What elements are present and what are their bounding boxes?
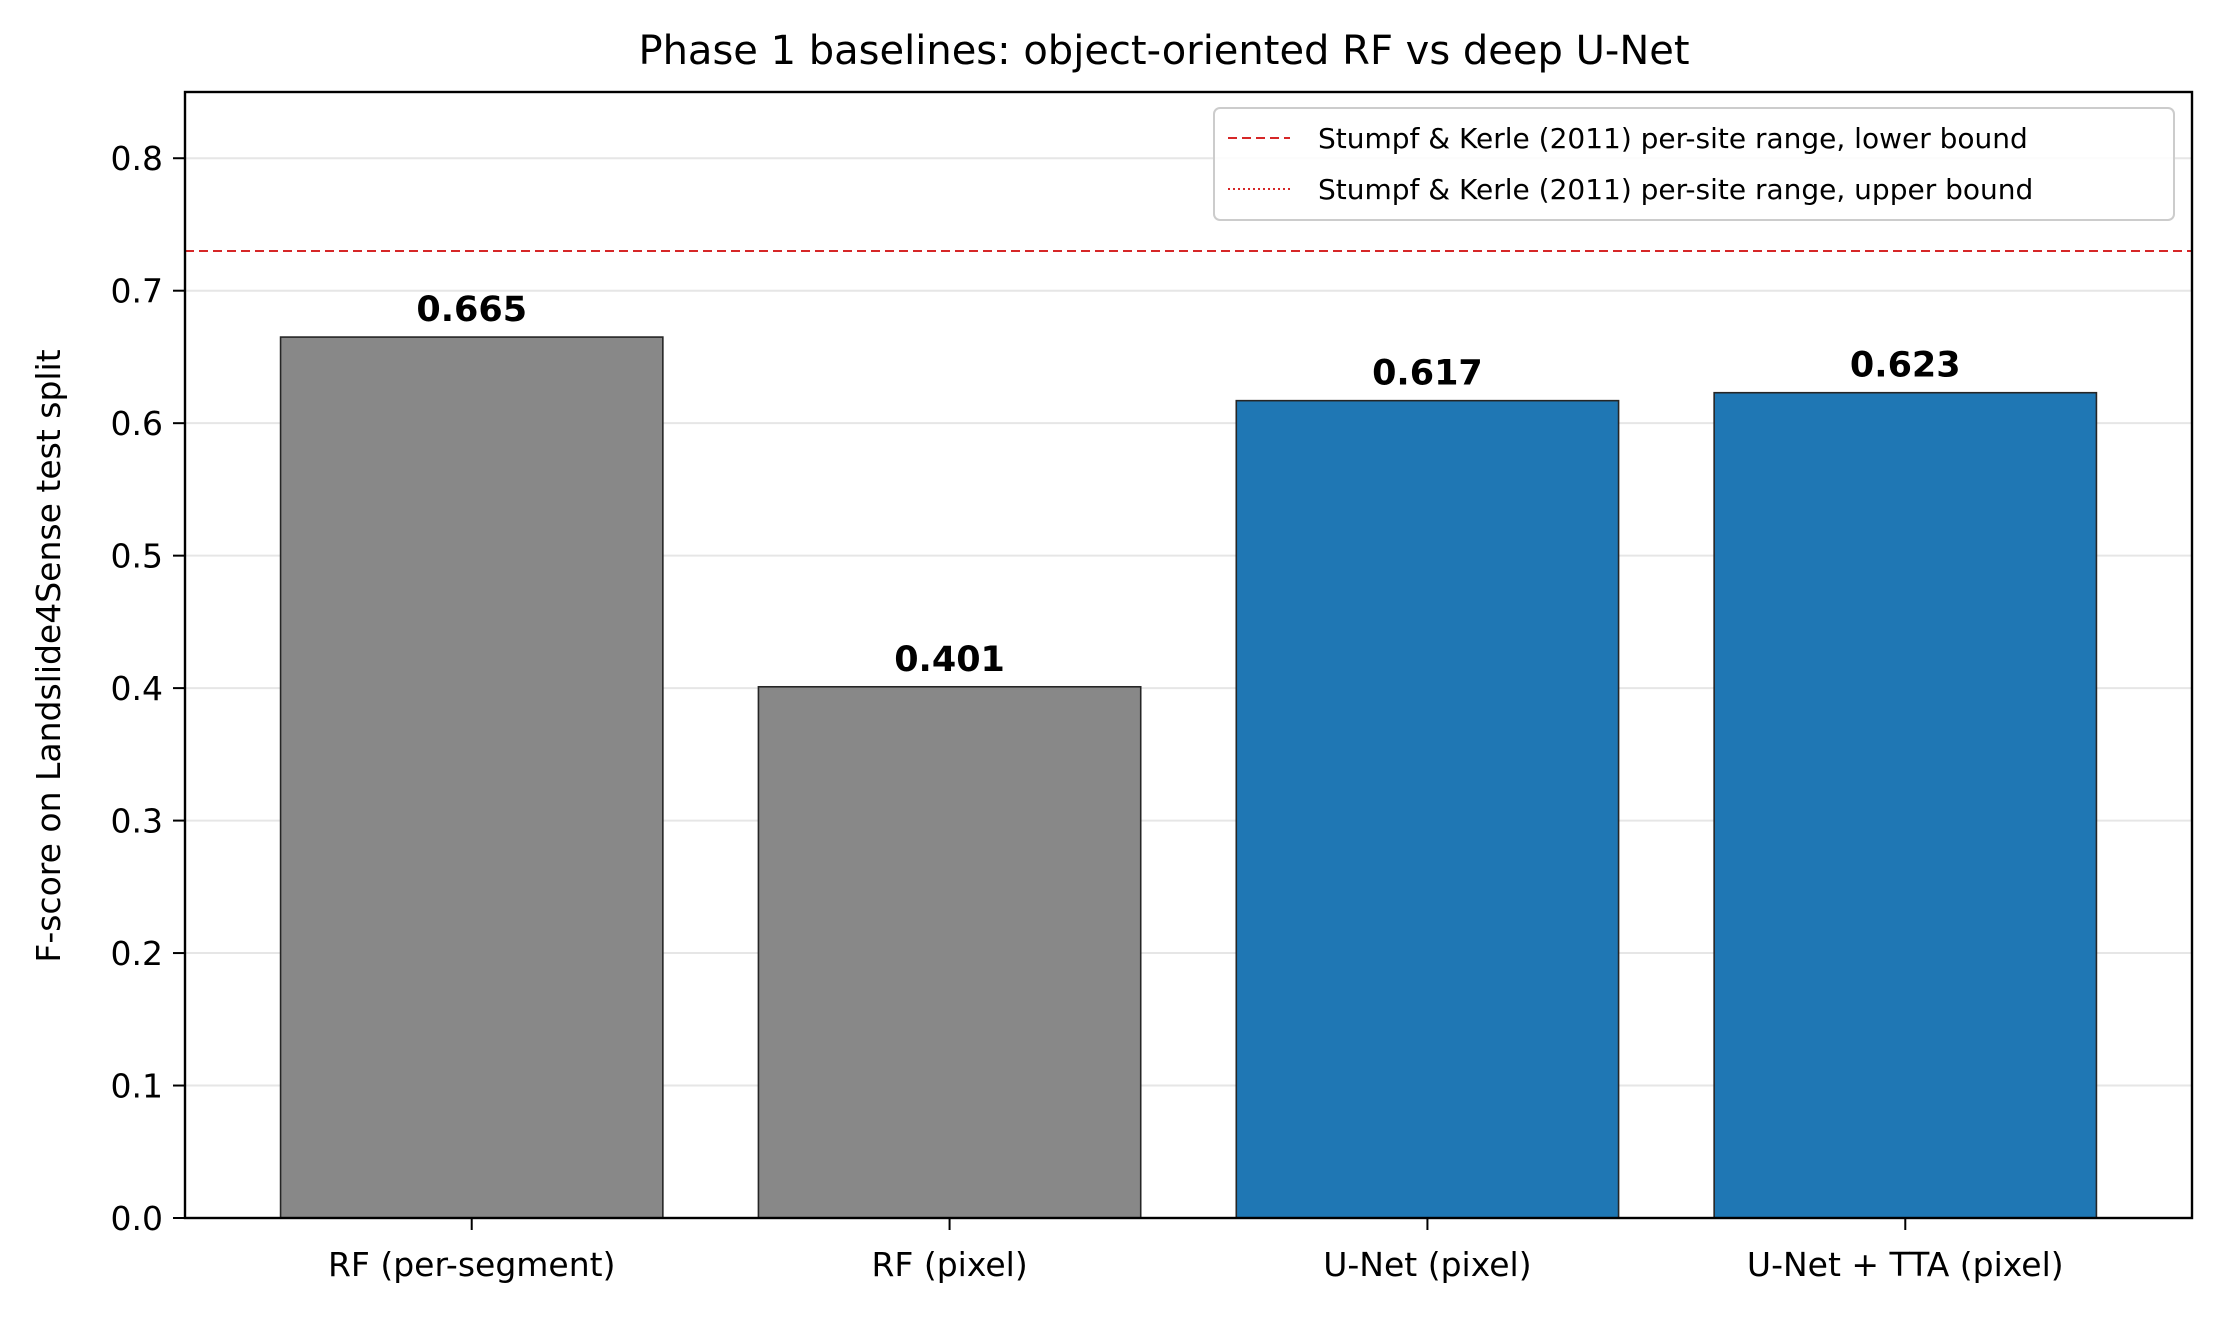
legend-label: Stumpf & Kerle (2011) per-site range, lo…	[1318, 122, 2028, 155]
bar-value-label: 0.401	[894, 640, 1005, 680]
legend: Stumpf & Kerle (2011) per-site range, lo…	[1213, 107, 2175, 221]
y-tick-label: 0.7	[111, 272, 163, 311]
plot-frame	[183, 90, 2194, 1220]
x-tick-label: RF (pixel)	[871, 1245, 1027, 1284]
bar	[1713, 391, 2098, 1219]
y-tick-label: 0.5	[111, 537, 163, 576]
y-tick-label: 0.1	[111, 1067, 163, 1106]
bar	[1235, 399, 1620, 1219]
y-axis-title: F-score on Landslide4Sense test split	[29, 349, 68, 962]
bar-value-label: 0.665	[416, 290, 527, 330]
y-tick-label: 0.8	[111, 139, 163, 178]
y-tick-label: 0.6	[111, 404, 163, 443]
x-tick-label: U-Net + TTA (pixel)	[1747, 1245, 2064, 1284]
bar-value-label: 0.617	[1372, 354, 1483, 394]
legend-box	[1213, 107, 2175, 221]
y-tick-label: 0.2	[111, 934, 163, 973]
y-tick-label: 0.0	[111, 1199, 163, 1238]
x-tick-label: RF (per-segment)	[328, 1245, 616, 1284]
chart-title: Phase 1 baselines: object-oriented RF vs…	[638, 28, 1689, 74]
x-tick-label: U-Net (pixel)	[1323, 1245, 1531, 1284]
bar	[279, 336, 664, 1219]
y-tick-label: 0.4	[111, 669, 163, 708]
legend-label: Stumpf & Kerle (2011) per-site range, up…	[1318, 173, 2033, 206]
bar-value-label: 0.623	[1850, 346, 1961, 386]
axes: 0.0 0.1 0.2 0.3 0.4 0.5 0.6 0.7 0.8 RF (per-segme…	[111, 90, 2194, 1284]
value-labels: 0.665 0.401 0.617 0.623	[416, 290, 1960, 680]
bars	[279, 336, 2098, 1219]
bar	[757, 685, 1142, 1219]
y-tick-label: 0.3	[111, 802, 163, 841]
